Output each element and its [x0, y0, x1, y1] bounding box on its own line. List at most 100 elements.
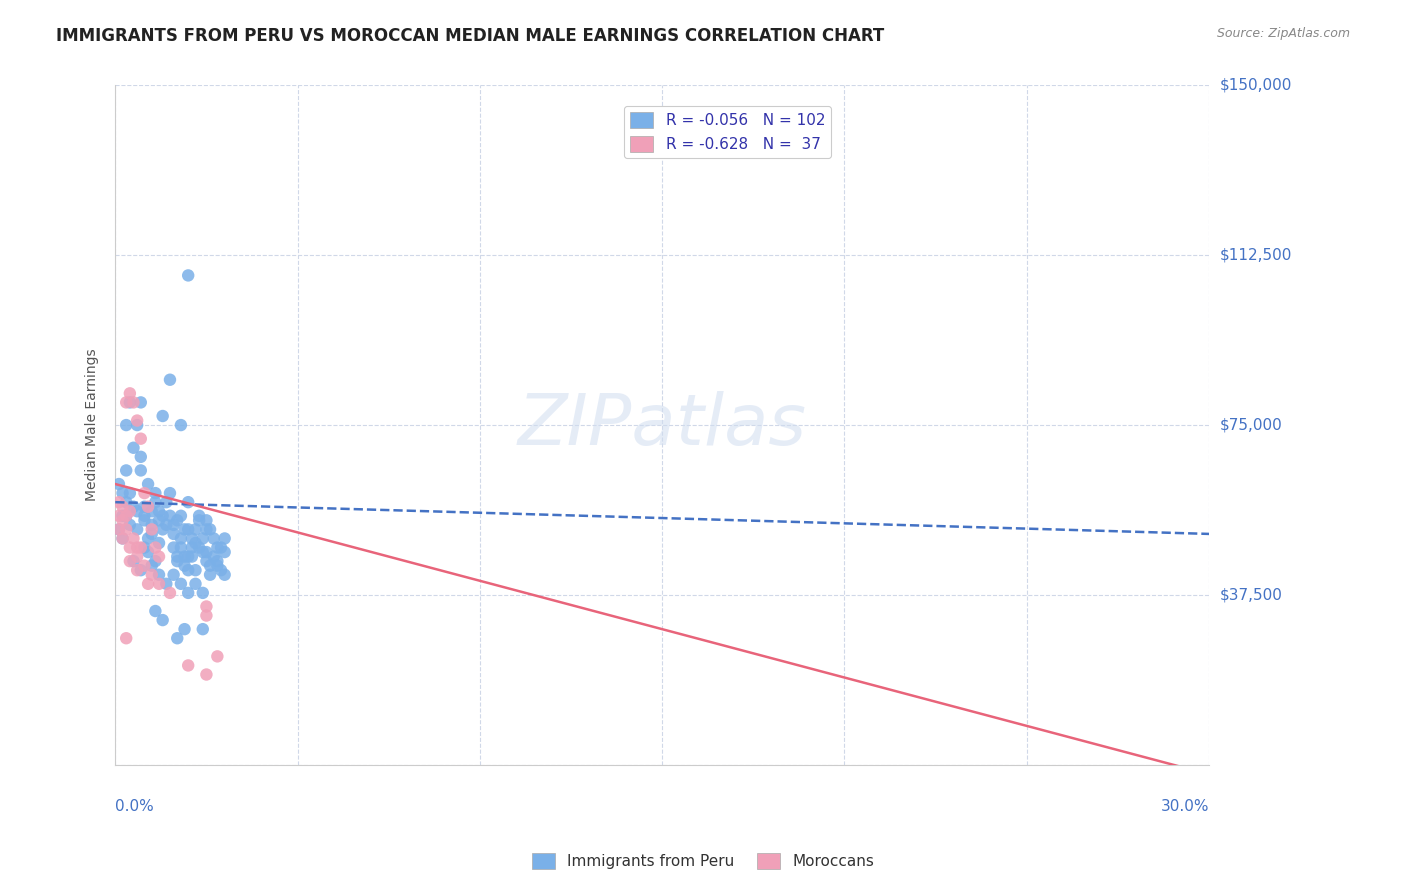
- Point: [207, 541, 229, 555]
- Point: [159, 586, 181, 600]
- Point: [207, 558, 229, 573]
- Point: [115, 522, 138, 536]
- Text: 0.0%: 0.0%: [115, 799, 155, 814]
- Point: [173, 558, 195, 573]
- Point: [162, 517, 184, 532]
- Point: [148, 549, 170, 564]
- Point: [136, 545, 159, 559]
- Point: [122, 441, 145, 455]
- Point: [127, 549, 149, 564]
- Point: [170, 541, 193, 555]
- Point: [159, 486, 181, 500]
- Text: 30.0%: 30.0%: [1160, 799, 1209, 814]
- Text: ZIPatlas: ZIPatlas: [517, 391, 807, 459]
- Point: [202, 532, 225, 546]
- Point: [207, 649, 229, 664]
- Point: [129, 541, 152, 555]
- Point: [134, 486, 156, 500]
- Point: [115, 508, 138, 523]
- Point: [162, 541, 184, 555]
- Point: [111, 508, 134, 523]
- Point: [180, 541, 202, 555]
- Point: [191, 532, 214, 546]
- Point: [134, 558, 156, 573]
- Point: [127, 522, 149, 536]
- Point: [214, 567, 236, 582]
- Point: [184, 576, 207, 591]
- Point: [127, 563, 149, 577]
- Point: [122, 395, 145, 409]
- Point: [134, 508, 156, 523]
- Legend: R = -0.056   N = 102, R = -0.628   N =  37: R = -0.056 N = 102, R = -0.628 N = 37: [624, 106, 831, 158]
- Point: [115, 508, 138, 523]
- Point: [118, 386, 141, 401]
- Point: [195, 608, 218, 623]
- Point: [170, 532, 193, 546]
- Point: [115, 395, 138, 409]
- Point: [127, 413, 149, 427]
- Point: [145, 495, 167, 509]
- Point: [159, 373, 181, 387]
- Point: [195, 522, 218, 536]
- Point: [134, 500, 156, 514]
- Text: $150,000: $150,000: [1220, 78, 1292, 93]
- Point: [195, 599, 218, 614]
- Point: [108, 477, 131, 491]
- Point: [191, 545, 214, 559]
- Point: [173, 622, 195, 636]
- Point: [141, 558, 163, 573]
- Point: [166, 549, 188, 564]
- Point: [184, 536, 207, 550]
- Point: [108, 495, 131, 509]
- Point: [141, 522, 163, 536]
- Point: [118, 486, 141, 500]
- Point: [184, 522, 207, 536]
- Y-axis label: Median Male Earnings: Median Male Earnings: [86, 349, 100, 501]
- Point: [159, 508, 181, 523]
- Point: [115, 632, 138, 646]
- Point: [155, 517, 177, 532]
- Point: [127, 504, 149, 518]
- Point: [177, 658, 200, 673]
- Point: [134, 541, 156, 555]
- Point: [111, 532, 134, 546]
- Point: [198, 522, 221, 536]
- Point: [108, 522, 131, 536]
- Point: [155, 495, 177, 509]
- Point: [195, 545, 218, 559]
- Point: [188, 513, 211, 527]
- Point: [214, 532, 236, 546]
- Point: [111, 532, 134, 546]
- Point: [122, 532, 145, 546]
- Point: [115, 463, 138, 477]
- Point: [129, 432, 152, 446]
- Point: [198, 567, 221, 582]
- Point: [141, 567, 163, 582]
- Point: [115, 418, 138, 433]
- Text: Source: ZipAtlas.com: Source: ZipAtlas.com: [1216, 27, 1350, 40]
- Point: [136, 477, 159, 491]
- Point: [145, 554, 167, 568]
- Point: [173, 549, 195, 564]
- Point: [111, 500, 134, 514]
- Point: [198, 558, 221, 573]
- Point: [118, 517, 141, 532]
- Point: [209, 563, 232, 577]
- Point: [129, 463, 152, 477]
- Point: [145, 541, 167, 555]
- Point: [184, 563, 207, 577]
- Point: [148, 576, 170, 591]
- Point: [148, 504, 170, 518]
- Point: [145, 604, 167, 618]
- Point: [141, 504, 163, 518]
- Point: [155, 576, 177, 591]
- Point: [118, 541, 141, 555]
- Point: [108, 522, 131, 536]
- Point: [177, 563, 200, 577]
- Point: [122, 500, 145, 514]
- Point: [148, 513, 170, 527]
- Legend: Immigrants from Peru, Moroccans: Immigrants from Peru, Moroccans: [526, 847, 880, 875]
- Point: [180, 549, 202, 564]
- Point: [118, 554, 141, 568]
- Point: [111, 513, 134, 527]
